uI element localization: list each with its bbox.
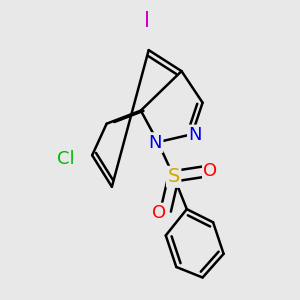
Text: O: O — [203, 162, 218, 180]
Text: O: O — [152, 204, 166, 222]
Text: Cl: Cl — [57, 150, 75, 168]
Text: N: N — [148, 134, 162, 152]
Text: S: S — [167, 167, 180, 186]
Text: N: N — [188, 126, 202, 144]
Text: I: I — [144, 11, 150, 31]
